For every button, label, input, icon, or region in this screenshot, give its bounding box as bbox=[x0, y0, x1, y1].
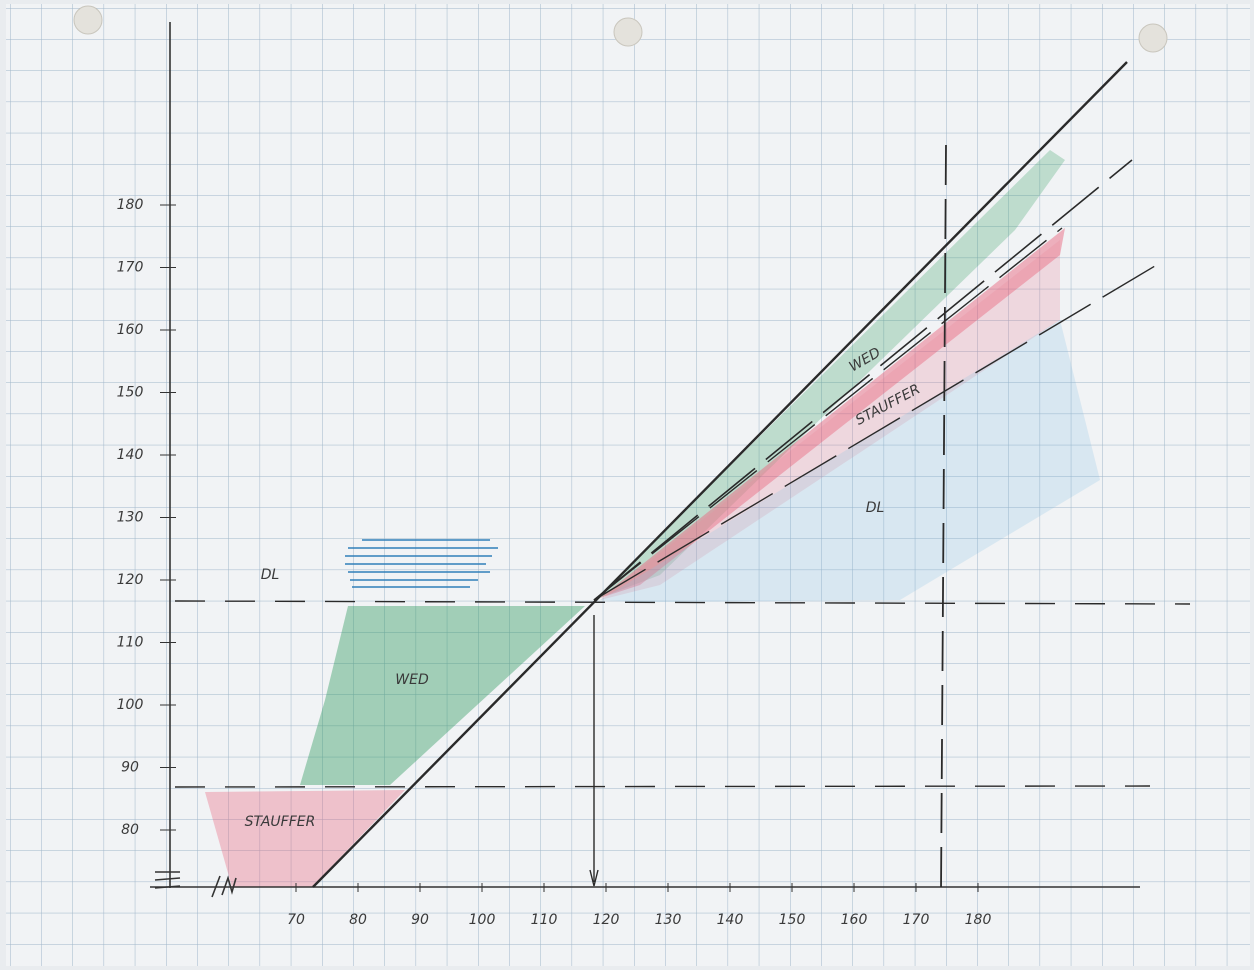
x-tick-label: 170 bbox=[903, 912, 930, 928]
x-tick-label: 160 bbox=[841, 912, 868, 928]
x-tick-label: 180 bbox=[965, 912, 992, 928]
y-tick-label: 130 bbox=[117, 510, 144, 526]
y-tick-label: 110 bbox=[117, 635, 144, 651]
y-tick-label: 170 bbox=[117, 260, 144, 276]
graph-paper-photo: DL WED STAUFFER WED STAUFFER DL 70809010… bbox=[0, 0, 1254, 970]
x-tick-label: 110 bbox=[531, 912, 558, 928]
y-tick-label: 80 bbox=[121, 822, 139, 838]
y-tick-label: 160 bbox=[117, 322, 144, 338]
x-tick-label: 130 bbox=[655, 912, 682, 928]
region-label: STAUFFER bbox=[245, 814, 316, 830]
x-tick-label: 90 bbox=[411, 912, 429, 928]
y-tick-label: 180 bbox=[117, 197, 144, 213]
y-tick-label: 120 bbox=[117, 572, 144, 588]
x-tick-label: 80 bbox=[349, 912, 367, 928]
x-tick-label: 70 bbox=[287, 912, 305, 928]
x-tick-label: 100 bbox=[469, 912, 496, 928]
y-tick-label: 150 bbox=[117, 385, 144, 401]
region-label: DL bbox=[261, 567, 280, 583]
y-tick-label: 90 bbox=[121, 760, 139, 776]
y-tick-label: 140 bbox=[117, 447, 144, 463]
region-label: DL bbox=[866, 500, 885, 516]
region-label: WED bbox=[395, 672, 429, 688]
x-tick-label: 150 bbox=[779, 912, 806, 928]
y-tick-label: 100 bbox=[117, 697, 144, 713]
x-tick-label: 140 bbox=[717, 912, 744, 928]
x-tick-label: 120 bbox=[593, 912, 620, 928]
